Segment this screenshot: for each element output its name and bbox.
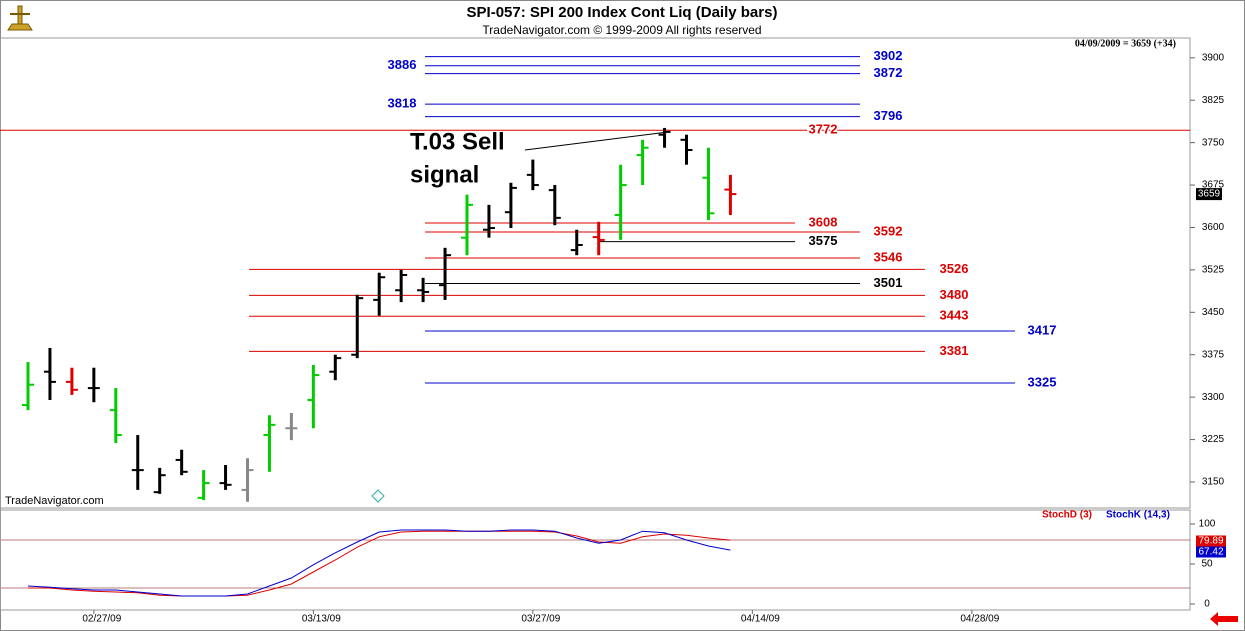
annotation: T.03 Sell <box>410 128 505 155</box>
r-icon <box>371 489 385 503</box>
y-tick-label: 3300 <box>1202 392 1225 403</box>
last-value: 67.42 <box>1198 547 1223 558</box>
level-label: 3575 <box>809 233 838 248</box>
trend-line <box>524 131 669 151</box>
level-label: 3608 <box>809 214 838 229</box>
level-label: 3592 <box>874 223 903 238</box>
y-tick-label: 3825 <box>1202 95 1225 106</box>
level-label: 3796 <box>874 108 903 123</box>
chart-title: SPI-057: SPI 200 Index Cont Liq (Daily b… <box>467 4 778 21</box>
stoch-line <box>28 530 731 597</box>
y-tick-label: 3450 <box>1202 307 1225 318</box>
y-tick-label: 3525 <box>1202 265 1225 276</box>
y-tick-label: 3675 <box>1202 180 1225 191</box>
level-label: 3325 <box>1028 374 1057 389</box>
level-label: 3501 <box>874 275 903 290</box>
scroll-arrow[interactable] <box>1210 612 1238 626</box>
y-tick-label: 50 <box>1201 559 1213 570</box>
stoch-panel <box>0 509 1191 611</box>
y-tick-label: 3750 <box>1202 137 1225 148</box>
legend-label: StochK (14,3) <box>1106 510 1170 521</box>
stoch-line <box>27 529 731 597</box>
level-label: 3417 <box>1028 322 1057 337</box>
logo <box>7 5 33 31</box>
x-tick-label: 04/28/09 <box>960 614 999 625</box>
last-price: 3659 <box>1198 189 1221 200</box>
level-label: 3443 <box>940 308 969 323</box>
level-label: 3480 <box>940 287 969 302</box>
x-tick-label: 03/27/09 <box>521 614 560 625</box>
level-label: 3381 <box>940 343 969 358</box>
x-tick-label: 04/14/09 <box>741 614 780 625</box>
level-label: 3526 <box>940 261 969 276</box>
last-value: 79.89 <box>1198 536 1223 547</box>
last-price-box <box>1196 188 1222 201</box>
y-tick-label: 100 <box>1199 519 1216 530</box>
x-tick-label: 03/13/09 <box>302 614 341 625</box>
y-tick-label: 3600 <box>1202 222 1225 233</box>
level-label: 3872 <box>874 65 903 80</box>
level-label: 3772 <box>809 122 838 137</box>
y-tick-label: 3375 <box>1202 349 1225 360</box>
level-label: 3818 <box>388 96 417 111</box>
legend-label: StochD (3) <box>1042 510 1092 521</box>
last-value-box <box>1196 546 1226 558</box>
y-tick-label: 3900 <box>1202 52 1225 63</box>
annotation: signal <box>410 161 479 188</box>
level-label: 3886 <box>388 57 417 72</box>
chart-subtitle: TradeNavigator.com © 1999-2009 All right… <box>482 23 761 37</box>
last-info: 04/09/2009 = 3659 (+34) <box>1075 38 1176 49</box>
y-tick-label: 3150 <box>1202 477 1225 488</box>
level-label: 3546 <box>874 249 903 264</box>
y-tick-label: 3225 <box>1202 434 1225 445</box>
last-value-box <box>1196 535 1226 547</box>
watermark: TradeNavigator.com <box>5 495 104 507</box>
y-tick-label: 0 <box>1204 599 1210 610</box>
level-label: 3902 <box>874 48 903 63</box>
x-tick-label: 02/27/09 <box>82 614 121 625</box>
price-panel <box>0 37 1191 509</box>
